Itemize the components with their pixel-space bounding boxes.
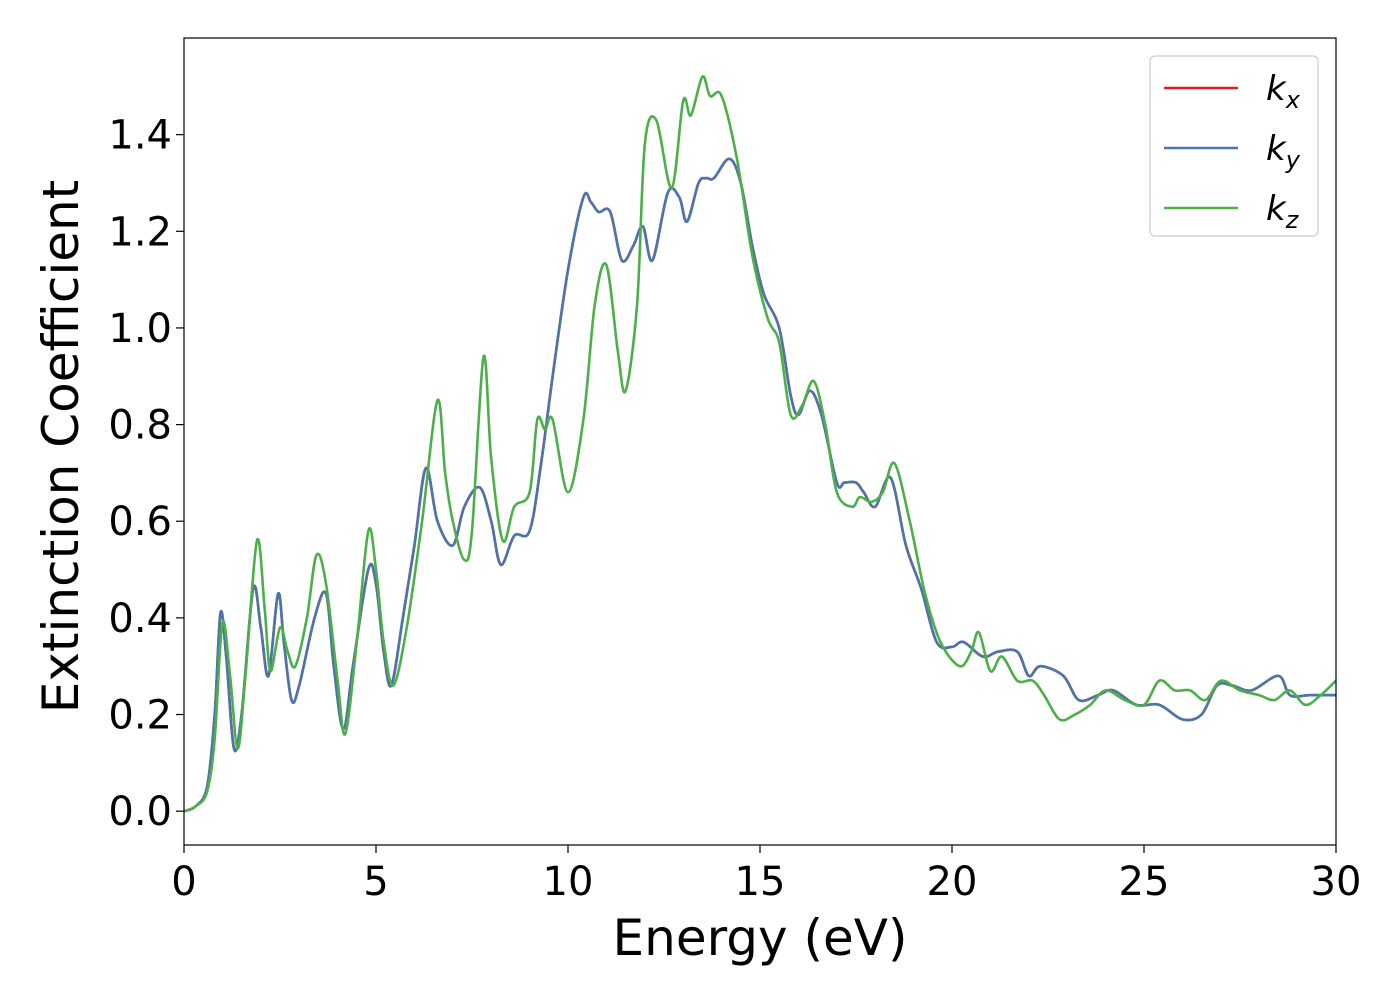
y-tick-label: 0.6 [108, 499, 172, 545]
x-axis-label: Energy (eV) [613, 909, 908, 967]
x-tick-label: 25 [1119, 859, 1170, 905]
y-axis: 0.0 0.2 0.4 0.6 0.8 1.0 1.2 1.4 [108, 113, 184, 835]
y-axis-label: Extinction Coefficient [32, 180, 90, 714]
legend-label-ky: ky [1266, 129, 1301, 174]
x-tick-label: 30 [1311, 859, 1362, 905]
y-tick-label: 0.0 [108, 789, 172, 835]
legend-box [1149, 55, 1319, 237]
series-line-kz [184, 75, 1336, 813]
legend: kx ky kz [1149, 55, 1319, 237]
y-tick-label: 1.2 [108, 209, 172, 255]
series-line-kx [184, 157, 1336, 813]
x-tick-label: 5 [363, 859, 388, 905]
legend-label-kx: kx [1266, 69, 1301, 114]
x-tick-label: 15 [735, 859, 786, 905]
x-tick-label: 10 [543, 859, 594, 905]
legend-label-kz: kz [1266, 189, 1300, 234]
x-axis: 0 5 10 15 20 25 30 [171, 845, 1361, 905]
y-tick-label: 1.4 [108, 113, 172, 159]
series-line-ky [184, 157, 1336, 813]
y-tick-label: 0.4 [108, 596, 172, 642]
series-layer [184, 75, 1336, 813]
x-tick-label: 20 [927, 859, 978, 905]
y-tick-label: 0.8 [108, 403, 172, 449]
y-tick-label: 0.2 [108, 693, 172, 739]
x-tick-label: 0 [171, 859, 196, 905]
y-tick-label: 1.0 [108, 306, 172, 352]
